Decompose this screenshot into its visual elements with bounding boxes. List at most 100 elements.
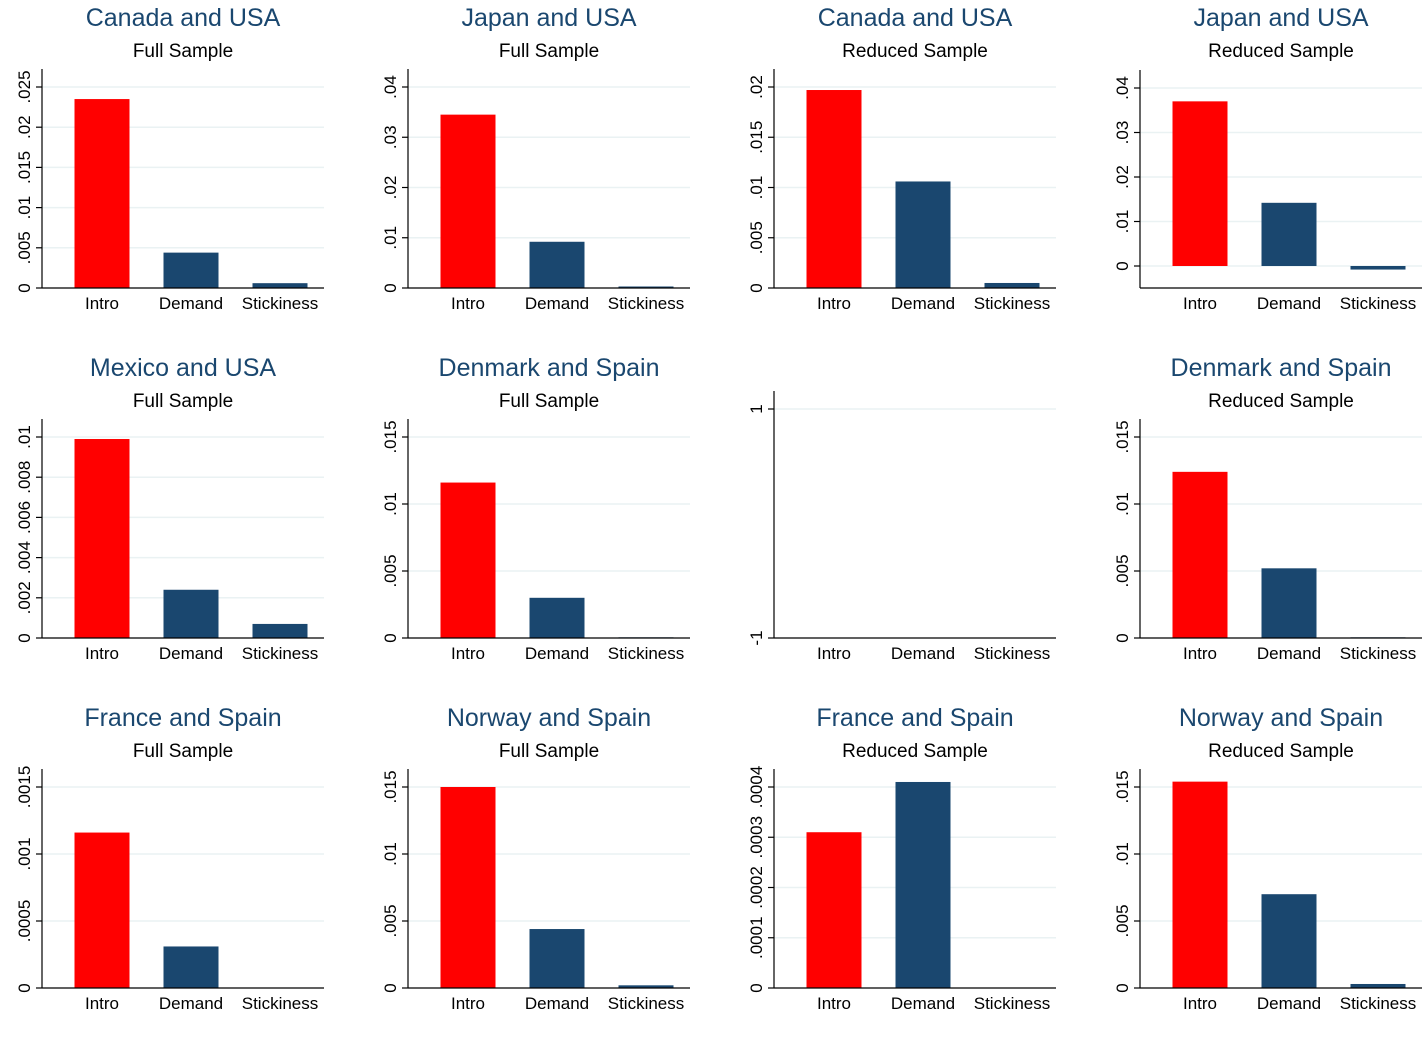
bar-chart: 0 .005 .01 .015 Intro Demand Stickiness — [1113, 419, 1422, 663]
y-tick-label: .015 — [15, 151, 34, 184]
bar-chart: 0 .002 .004 .006 .008 .01 Intro Demand Stickines… — [15, 419, 324, 663]
x-tick-label: Demand — [891, 644, 955, 663]
bar-intro — [806, 90, 862, 288]
chart-title: Japan and USA — [461, 4, 637, 32]
y-tick-label: .0005 — [15, 900, 34, 943]
bar-chart: 0 .005 .01 .015 Intro Demand Stickiness — [1113, 769, 1422, 1013]
bar-demand — [163, 589, 219, 638]
bar-chart: -1 1 Intro Demand Stickiness — [747, 391, 1056, 663]
y-tick-label: .015 — [381, 420, 400, 453]
y-tick-label: .01 — [15, 425, 34, 449]
chart-title: Denmark and Spain — [438, 354, 660, 382]
chart-panel: Norway and Spain Full Sample 0 .005 .01 .015 I… — [366, 700, 732, 1040]
bar-intro — [440, 482, 496, 638]
bar-intro — [74, 832, 130, 988]
bar-intro — [74, 99, 130, 288]
y-tick-label: .015 — [381, 770, 400, 803]
x-tick-label: Intro — [1183, 644, 1217, 663]
y-tick-label: .004 — [15, 541, 34, 574]
bar-chart: 0 .01 .02 .03 .04 Intro Demand Stickiness — [1113, 70, 1422, 313]
y-tick-label: 0 — [1113, 633, 1132, 642]
x-tick-label: Stickiness — [608, 294, 685, 313]
x-tick-label: Demand — [525, 294, 589, 313]
y-tick-label: .005 — [747, 221, 766, 254]
chart-subtitle: Reduced Sample — [1208, 41, 1354, 62]
y-tick-label: .02 — [747, 75, 766, 99]
y-tick-label: 0 — [381, 633, 400, 642]
x-tick-label: Intro — [451, 644, 485, 663]
x-tick-label: Demand — [159, 294, 223, 313]
chart-panel: France and Spain Reduced Sample 0 .0001 .000… — [732, 700, 1098, 1040]
y-tick-label: .015 — [1113, 770, 1132, 803]
bar-demand — [163, 946, 219, 988]
chart-title: Canada and USA — [817, 4, 1013, 32]
y-tick-label: 1 — [747, 404, 766, 413]
x-tick-label: Stickiness — [974, 644, 1051, 663]
chart-subtitle: Reduced Sample — [1208, 391, 1354, 412]
bar-chart: 0 .005 .01 .015 Intro Demand Stickiness — [381, 769, 690, 1013]
chart-title: Mexico and USA — [89, 354, 277, 382]
x-tick-label: Intro — [1183, 294, 1217, 313]
bar-chart: 0 .005 .01 .015 .02 .025 Intro Demand Stickiness — [15, 69, 324, 313]
y-tick-label: .0015 — [15, 766, 34, 809]
chart-title: Canada and USA — [85, 4, 281, 32]
x-tick-label: Intro — [451, 994, 485, 1013]
x-tick-label: Demand — [891, 994, 955, 1013]
chart-subtitle: Full Sample — [498, 391, 600, 412]
bar-chart: 0 .005 .01 .015 Intro Demand Stickiness — [381, 419, 690, 663]
y-tick-label: 0 — [15, 283, 34, 292]
y-tick-label: .005 — [1113, 904, 1132, 937]
y-tick-label: .015 — [747, 121, 766, 154]
bar-intro — [1172, 781, 1228, 988]
y-tick-label: 0 — [15, 983, 34, 992]
chart-subtitle: Reduced Sample — [842, 41, 988, 62]
chart-title: Norway and Spain — [446, 704, 652, 732]
bar-intro — [806, 832, 862, 988]
chart-subtitle: Full Sample — [132, 741, 234, 762]
bar-demand — [529, 929, 585, 988]
x-tick-label: Stickiness — [1340, 644, 1417, 663]
chart-panel: Denmark and Spain Reduced Sample 0 .005 .01.… — [1098, 350, 1426, 690]
y-tick-label: .01 — [381, 842, 400, 866]
y-tick-label: .005 — [381, 554, 400, 587]
bar-intro — [1172, 101, 1228, 266]
bar-demand — [1261, 568, 1317, 638]
x-tick-label: Demand — [891, 294, 955, 313]
chart-subtitle: Full Sample — [132, 41, 234, 62]
y-tick-label: .025 — [15, 70, 34, 103]
chart-title: Denmark and Spain — [1170, 354, 1392, 382]
bar-demand — [529, 241, 585, 288]
x-tick-label: Stickiness — [608, 644, 685, 663]
y-tick-label: .001 — [15, 837, 34, 870]
y-tick-label: .02 — [381, 176, 400, 200]
x-tick-label: Intro — [817, 644, 851, 663]
y-tick-label: .01 — [1113, 842, 1132, 866]
bar-chart: 0 .0005 .001 .0015 Intro Demand Stickiness — [15, 766, 324, 1013]
x-tick-label: Demand — [525, 994, 589, 1013]
x-tick-label: Stickiness — [242, 994, 319, 1013]
x-tick-label: Intro — [85, 644, 119, 663]
x-tick-label: Stickiness — [974, 994, 1051, 1013]
x-tick-label: Demand — [1257, 644, 1321, 663]
y-tick-label: .03 — [1113, 121, 1132, 145]
bar-demand — [1261, 202, 1317, 266]
chart-subtitle: Reduced Sample — [1208, 741, 1354, 762]
bar-demand — [1261, 894, 1317, 988]
y-tick-label: .0002 — [747, 866, 766, 909]
bar-demand — [895, 781, 951, 988]
bar-intro — [440, 787, 496, 988]
bar-chart: 0 .005 .01 .015 .02 Intro Demand Stickiness — [747, 69, 1056, 313]
x-tick-label: Stickiness — [608, 994, 685, 1013]
x-tick-label: Demand — [1257, 994, 1321, 1013]
x-tick-label: Stickiness — [974, 294, 1051, 313]
y-tick-label: .01 — [1113, 492, 1132, 516]
chart-subtitle: Full Sample — [498, 741, 600, 762]
chart-subtitle: Full Sample — [498, 41, 600, 62]
y-tick-label: .005 — [1113, 554, 1132, 587]
x-tick-label: Intro — [1183, 994, 1217, 1013]
chart-panel: Denmark and Spain Full Sample 0 .005 .01 .015… — [366, 350, 732, 690]
y-tick-label: 0 — [1113, 983, 1132, 992]
y-tick-label: .01 — [747, 176, 766, 200]
bar-chart: 0 .01 .02 .03 .04 Intro Demand Stickiness — [381, 69, 690, 313]
bar-chart: 0 .0001 .0002 .0003 .0004 Intro Demand Stickine… — [747, 766, 1056, 1013]
